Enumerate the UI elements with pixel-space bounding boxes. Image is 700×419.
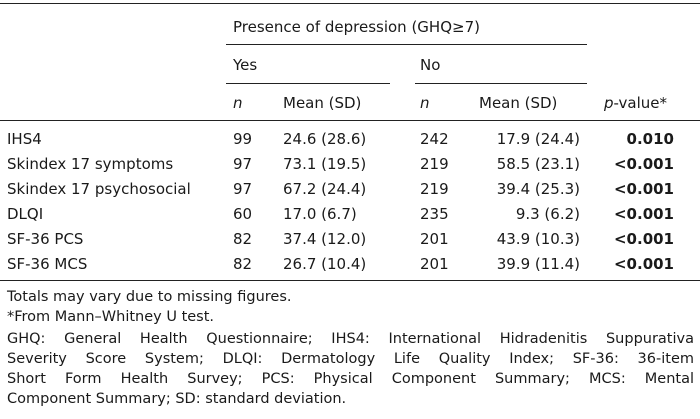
yes-mean-header: Mean (SD) [283,94,362,112]
pvalue-header-p: p [604,94,614,112]
pvalue-cell: 0.010 [626,130,674,148]
yes-mean-cell: 17.0 (6.7) [283,205,357,223]
pvalue-cell: <0.001 [613,155,674,173]
yes-n-cell: 82 [233,255,253,273]
no-mean-cell: 9.3 (6.2) [515,205,580,223]
yes-mean-cell: 24.6 (28.6) [283,130,367,148]
pvalue-cell: <0.001 [613,205,674,223]
top-rule [0,3,700,4]
footnote-abbreviations-line: Short Form Health Survey; PCS: Physical … [7,371,694,387]
row-label: SF-36 MCS [7,255,88,273]
no-mean-cell: 58.5 (23.1) [496,155,580,173]
no-n-cell: 201 [420,230,449,248]
yes-mean-cell: 73.1 (19.5) [283,155,367,173]
no-n-cell: 219 [420,180,449,198]
no-mean-cell: 39.9 (11.4) [496,255,580,273]
row-label: Skindex 17 symptoms [7,155,174,173]
header-bottom-rule [0,120,700,121]
yes-n-cell: 99 [233,130,253,148]
group-header: Presence of depression (GHQ≥7) [233,18,480,36]
no-header: No [420,56,441,74]
yes-mean-cell: 37.4 (12.0) [283,230,367,248]
row-label: Skindex 17 psychosocial [7,180,191,198]
footnote-totals: Totals may vary due to missing figures. [7,289,292,305]
no-mean-cell: 43.9 (10.3) [496,230,580,248]
no-mean-cell: 39.4 (25.3) [496,180,580,198]
footnote-abbreviations-line: Component Summary; SD: standard deviatio… [7,391,347,407]
yes-mean-cell: 26.7 (10.4) [283,255,367,273]
yes-n-cell: 60 [233,205,253,223]
yes-rule [226,83,390,84]
pvalue-cell: <0.001 [613,255,674,273]
no-mean-cell: 17.9 (24.4) [496,130,580,148]
row-label: DLQI [7,205,44,223]
yes-header: Yes [233,56,258,74]
no-mean-header: Mean (SD) [479,94,558,112]
pvalue-cell: <0.001 [613,230,674,248]
footnote-mann-whitney: *From Mann–Whitney U test. [7,309,215,325]
row-label: IHS4 [7,130,42,148]
no-n-header: n [420,94,430,112]
pvalue-header: p-value* [604,94,667,112]
no-n-cell: 242 [420,130,449,148]
table-bottom-rule [0,280,700,281]
pvalue-header-rest: -value* [613,94,668,112]
pvalue-cell: <0.001 [613,180,674,198]
yes-n-header: n [233,94,243,112]
no-rule [415,83,587,84]
no-n-cell: 201 [420,255,449,273]
footnote-abbreviations-line: GHQ: General Health Questionnaire; IHS4:… [7,331,694,347]
yes-n-cell: 82 [233,230,253,248]
footnote-abbreviations-line: Severity Score System; DLQI: Dermatology… [7,351,694,367]
group-rule [226,44,587,45]
no-n-cell: 235 [420,205,449,223]
row-label: SF-36 PCS [7,230,84,248]
yes-mean-cell: 67.2 (24.4) [283,180,367,198]
yes-n-cell: 97 [233,155,253,173]
yes-n-cell: 97 [233,180,253,198]
no-n-cell: 219 [420,155,449,173]
